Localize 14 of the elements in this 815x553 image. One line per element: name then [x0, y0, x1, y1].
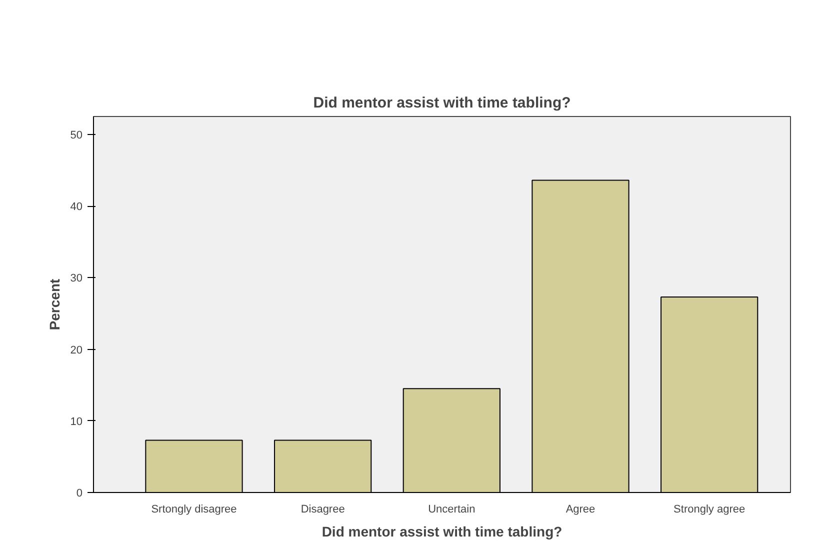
- chart-title: Did mentor assist with time tabling?: [313, 94, 571, 112]
- x-tick-label: Srtongly disagree: [151, 504, 237, 516]
- y-tick-label: 0: [76, 488, 83, 500]
- y-tick-label: 10: [70, 416, 83, 428]
- x-tick-label: Disagree: [300, 504, 345, 516]
- x-tick-label: Agree: [566, 504, 596, 516]
- y-tick-label: 50: [70, 129, 83, 142]
- x-axis-title: Did mentor assist with time tabling?: [322, 524, 562, 540]
- x-tick-label: Strongly agree: [674, 504, 746, 516]
- y-tick-label: 20: [70, 344, 83, 356]
- y-tick-label: 40: [70, 201, 83, 214]
- y-tick-label: 30: [70, 272, 83, 285]
- y-axis-title: Percent: [46, 278, 62, 330]
- x-tick-label: Uncertain: [428, 504, 476, 516]
